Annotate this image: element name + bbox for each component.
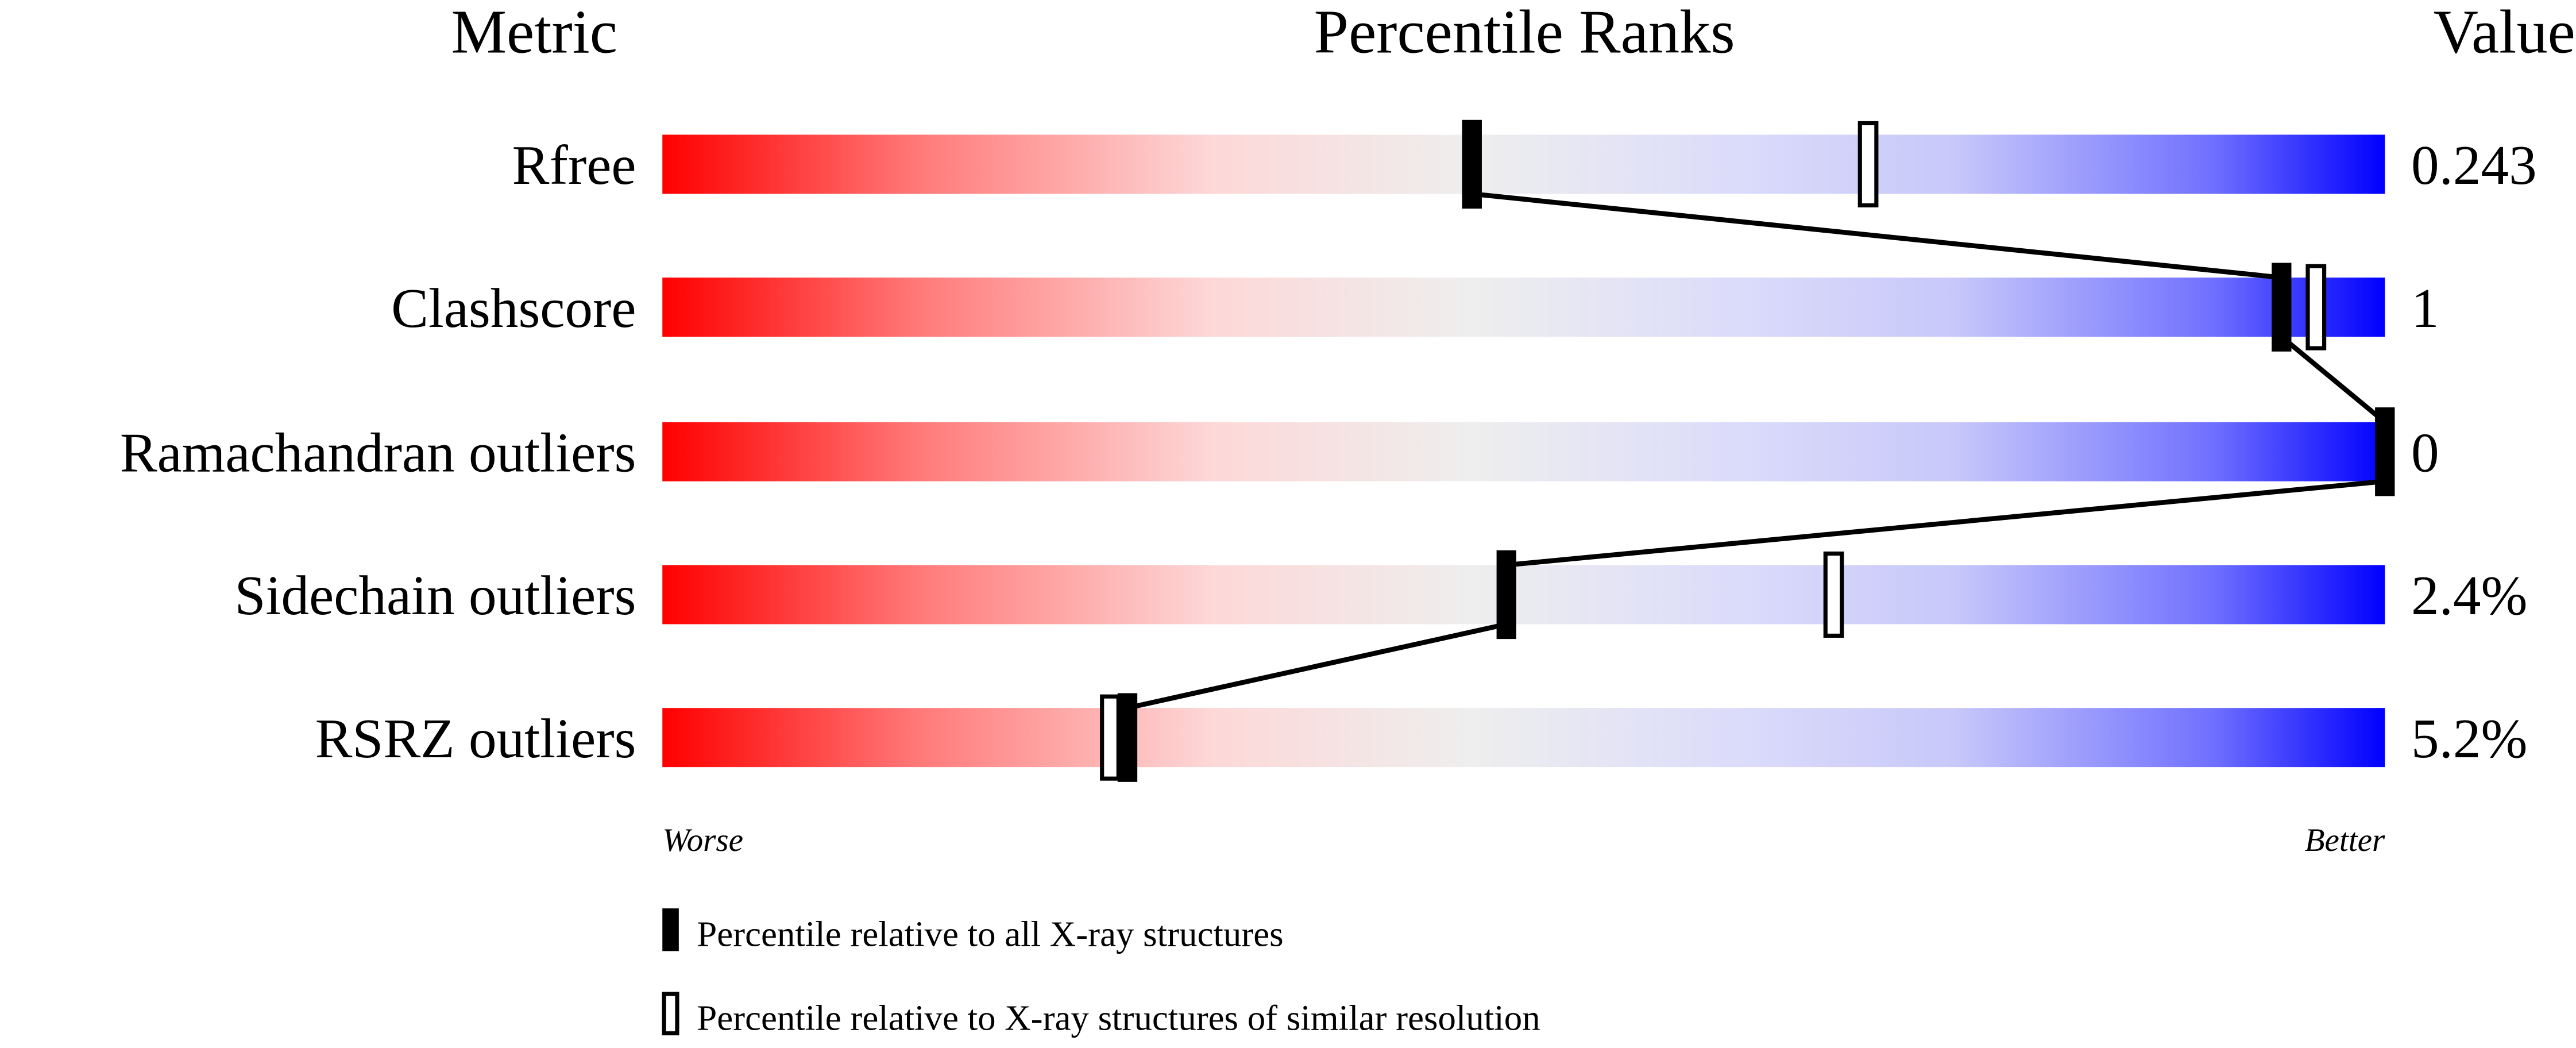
- metric-label: Rfree: [512, 134, 636, 196]
- legend-all-label: Percentile relative to all X-ray structu…: [697, 914, 1283, 954]
- percentile-bar: [662, 565, 2385, 625]
- metric-value: 0.243: [2411, 134, 2537, 196]
- percentile-bar: [662, 422, 2385, 481]
- header-value: Value: [2434, 0, 2575, 66]
- marker-all-structures: [1496, 550, 1516, 639]
- marker-all-structures: [1462, 120, 1482, 209]
- percentile-bar: [662, 708, 2385, 768]
- connector-line: [1127, 622, 1507, 711]
- metric-label: Sidechain outliers: [234, 565, 636, 627]
- metric-label: Ramachandran outliers: [120, 422, 636, 484]
- marker-all-structures: [1117, 693, 1138, 782]
- header-percentile-ranks: Percentile Ranks: [1314, 0, 1735, 66]
- axis-worse-label: Worse: [662, 822, 743, 858]
- connector-line: [1506, 479, 2385, 568]
- marker-similar-resolution: [1100, 694, 1121, 781]
- percentile-bar: [662, 134, 2385, 194]
- metric-value: 2.4%: [2411, 565, 2527, 627]
- header-metric: Metric: [451, 0, 617, 66]
- metric-label: Clashscore: [391, 278, 636, 340]
- metric-value: 5.2%: [2411, 708, 2527, 770]
- marker-all-structures: [2272, 263, 2292, 352]
- percentile-bar: [662, 278, 2385, 337]
- connector-line: [1472, 191, 2282, 280]
- marker-similar-resolution: [2305, 264, 2327, 350]
- legend-open-marker: [662, 992, 679, 1035]
- marker-all-structures: [2375, 407, 2395, 496]
- marker-similar-resolution: [1857, 121, 1879, 207]
- legend-filled-marker: [662, 908, 679, 951]
- metric-value: 0: [2411, 422, 2439, 484]
- legend-similar-label: Percentile relative to X-ray structures …: [697, 998, 1540, 1038]
- connector-line: [2280, 334, 2386, 425]
- metric-label: RSRZ outliers: [315, 708, 636, 770]
- metric-value: 1: [2411, 278, 2439, 340]
- axis-better-label: Better: [2305, 822, 2385, 858]
- marker-similar-resolution: [1823, 551, 1844, 638]
